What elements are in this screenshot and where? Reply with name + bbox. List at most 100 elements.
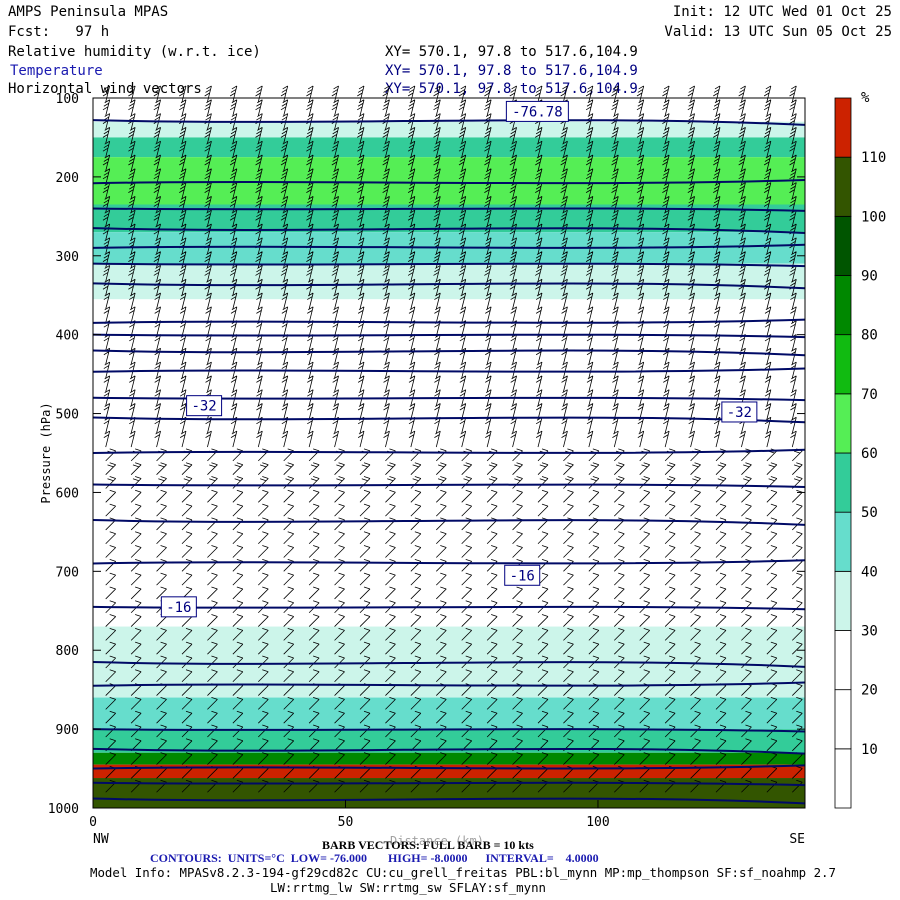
wind-barb <box>662 99 670 116</box>
wind-barb <box>359 586 371 600</box>
wind-barb <box>156 627 167 641</box>
colorbar-segment <box>834 275 852 336</box>
wind-barb <box>408 292 416 310</box>
wind-barb <box>407 209 416 227</box>
wind-barb <box>382 251 390 268</box>
wind-barb <box>410 641 422 655</box>
wind-barb <box>766 531 778 545</box>
wind-barb <box>153 251 161 268</box>
wind-barb <box>509 223 517 241</box>
wind-barb <box>509 140 517 158</box>
wind-barb <box>563 752 574 765</box>
colorbar-segment <box>834 689 852 750</box>
wind-barb <box>792 586 803 600</box>
y-tick-label: 500 <box>56 408 79 423</box>
wind-barb <box>153 196 161 213</box>
wind-barb <box>738 85 746 103</box>
wind-barb <box>612 375 619 392</box>
wind-barb <box>103 292 111 310</box>
wind-barb <box>255 168 263 185</box>
wind-barb <box>687 209 695 227</box>
wind-barb <box>636 168 645 185</box>
wind-barb <box>357 223 365 241</box>
wind-barb <box>664 545 676 558</box>
wind-barb <box>102 209 111 227</box>
wind-barb <box>713 196 721 213</box>
wind-barb <box>790 320 797 337</box>
wind-barb <box>128 182 136 199</box>
wind-barb <box>637 306 645 323</box>
wind-barb <box>486 586 498 600</box>
wind-barb <box>179 292 187 310</box>
wind-barb <box>258 572 269 586</box>
wind-barb <box>664 697 676 710</box>
wind-barb <box>486 572 498 586</box>
wind-barb <box>664 752 676 765</box>
wind-barb <box>382 265 390 282</box>
wind-barb <box>663 403 670 420</box>
wind-barb <box>407 85 416 103</box>
rh-band <box>93 157 805 205</box>
isotherm <box>92 349 806 357</box>
wind-barb <box>563 641 574 655</box>
wind-barb <box>690 572 701 586</box>
y-tick-label: 300 <box>56 250 79 265</box>
wind-barb <box>560 278 568 296</box>
wind-barb <box>256 430 263 448</box>
wind-barb <box>713 251 721 268</box>
wind-barb <box>636 265 645 282</box>
wind-barb <box>690 503 701 517</box>
wind-barb <box>560 154 568 172</box>
wind-barb <box>537 545 549 558</box>
wind-barb <box>179 140 187 158</box>
wind-barb <box>639 545 650 558</box>
wind-barb <box>789 99 797 116</box>
wind-barb <box>535 375 543 392</box>
wind-barb <box>332 292 339 310</box>
wind-barb <box>359 545 371 558</box>
wind-barb <box>792 738 803 752</box>
wind-barb <box>105 697 116 710</box>
wind-barb <box>436 669 447 683</box>
wind-barb <box>179 237 187 254</box>
wind-barb <box>535 154 543 172</box>
wind-barb <box>382 140 390 158</box>
wind-barb <box>537 586 549 600</box>
wind-barb <box>585 237 594 254</box>
wind-barb <box>486 697 498 710</box>
wind-barb <box>156 586 167 600</box>
wind-barb <box>179 375 187 392</box>
wind-barb <box>563 572 574 586</box>
wind-barb <box>738 140 746 158</box>
wind-barb <box>179 99 187 116</box>
wind-barb <box>664 669 676 683</box>
wind-barb <box>588 586 600 600</box>
wind-barb <box>512 476 523 489</box>
wind-barb <box>357 430 365 448</box>
wind-barb <box>179 196 187 213</box>
wind-barb <box>331 168 339 185</box>
wind-barb <box>741 697 752 710</box>
wind-barb <box>306 265 314 282</box>
wind-barb <box>713 375 721 392</box>
wind-barb <box>687 168 695 185</box>
wind-barb <box>612 292 619 310</box>
wind-barb <box>639 572 650 586</box>
wind-barb <box>385 641 396 655</box>
colorbar-segment <box>834 334 852 395</box>
wind-barb <box>611 223 619 241</box>
wind-barb <box>334 462 345 475</box>
wind-barb <box>229 99 238 116</box>
wind-barb <box>662 209 670 227</box>
wind-barb <box>688 375 695 392</box>
isotherm <box>92 728 806 733</box>
wind-barb <box>636 278 645 296</box>
isotherm-layer <box>92 119 806 805</box>
wind-barb <box>410 710 422 724</box>
wind-barb <box>789 140 797 158</box>
wind-barb <box>385 476 396 489</box>
wind-barb <box>232 669 244 683</box>
wind-barb <box>461 462 472 475</box>
wind-barb <box>535 85 543 103</box>
wind-barb <box>308 752 320 765</box>
